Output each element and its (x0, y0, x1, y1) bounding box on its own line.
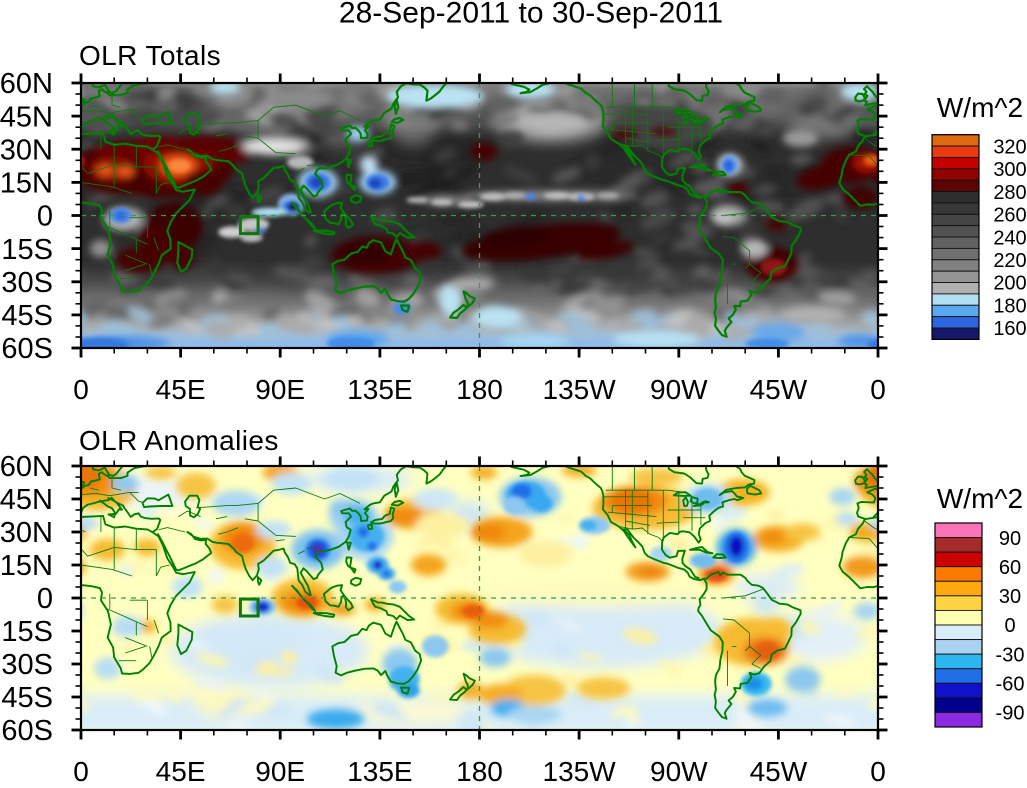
svg-text:45N: 45N (0, 101, 53, 133)
svg-text:160: 160 (993, 318, 1026, 340)
svg-text:135E: 135E (347, 374, 412, 405)
svg-text:45N: 45N (0, 484, 53, 516)
svg-text:-60: -60 (996, 674, 1025, 696)
svg-text:-90: -90 (996, 703, 1025, 725)
svg-text:30N: 30N (0, 134, 53, 166)
svg-text:135E: 135E (347, 756, 412, 787)
svg-text:90E: 90E (255, 374, 305, 405)
svg-text:180: 180 (993, 296, 1026, 318)
svg-text:30S: 30S (1, 649, 53, 681)
svg-text:0: 0 (73, 374, 89, 405)
svg-text:0: 0 (1004, 615, 1015, 637)
svg-text:45S: 45S (1, 300, 53, 332)
svg-text:60N: 60N (0, 451, 53, 483)
svg-text:60: 60 (999, 557, 1021, 579)
svg-text:0: 0 (870, 756, 886, 787)
svg-text:90W: 90W (650, 374, 708, 405)
svg-text:W/m^2: W/m^2 (937, 92, 1023, 123)
svg-text:15S: 15S (1, 234, 53, 266)
svg-text:260: 260 (993, 205, 1026, 227)
svg-text:30: 30 (999, 586, 1021, 608)
svg-text:90: 90 (999, 528, 1021, 550)
svg-text:W/m^2: W/m^2 (937, 483, 1023, 514)
svg-text:45E: 45E (156, 374, 206, 405)
svg-text:300: 300 (993, 159, 1026, 181)
svg-text:240: 240 (993, 227, 1026, 249)
svg-text:30N: 30N (0, 517, 53, 549)
svg-text:220: 220 (993, 250, 1026, 272)
svg-text:30S: 30S (1, 267, 53, 299)
svg-text:OLR Anomalies: OLR Anomalies (79, 425, 279, 456)
svg-text:0: 0 (870, 374, 886, 405)
svg-text:15N: 15N (0, 168, 53, 200)
svg-text:15S: 15S (1, 616, 53, 648)
svg-text:45W: 45W (750, 374, 808, 405)
svg-text:90E: 90E (255, 756, 305, 787)
svg-text:90W: 90W (650, 756, 708, 787)
svg-text:135W: 135W (543, 374, 617, 405)
svg-text:15N: 15N (0, 550, 53, 582)
svg-text:0: 0 (37, 583, 53, 615)
svg-text:60N: 60N (0, 68, 53, 100)
svg-text:280: 280 (993, 182, 1026, 204)
svg-text:45S: 45S (1, 682, 53, 714)
svg-text:45W: 45W (750, 756, 808, 787)
svg-text:0: 0 (73, 756, 89, 787)
svg-text:-30: -30 (996, 644, 1025, 666)
svg-text:180: 180 (456, 756, 503, 787)
svg-text:320: 320 (993, 136, 1026, 158)
svg-text:28-Sep-2011 to 30-Sep-2011: 28-Sep-2011 to 30-Sep-2011 (339, 0, 723, 30)
svg-text:45E: 45E (156, 756, 206, 787)
svg-text:OLR Totals: OLR Totals (79, 40, 221, 71)
svg-text:60S: 60S (1, 715, 53, 747)
svg-text:180: 180 (456, 374, 503, 405)
svg-text:135W: 135W (543, 756, 617, 787)
svg-text:60S: 60S (1, 333, 53, 365)
svg-text:0: 0 (37, 201, 53, 233)
svg-text:200: 200 (993, 273, 1026, 295)
